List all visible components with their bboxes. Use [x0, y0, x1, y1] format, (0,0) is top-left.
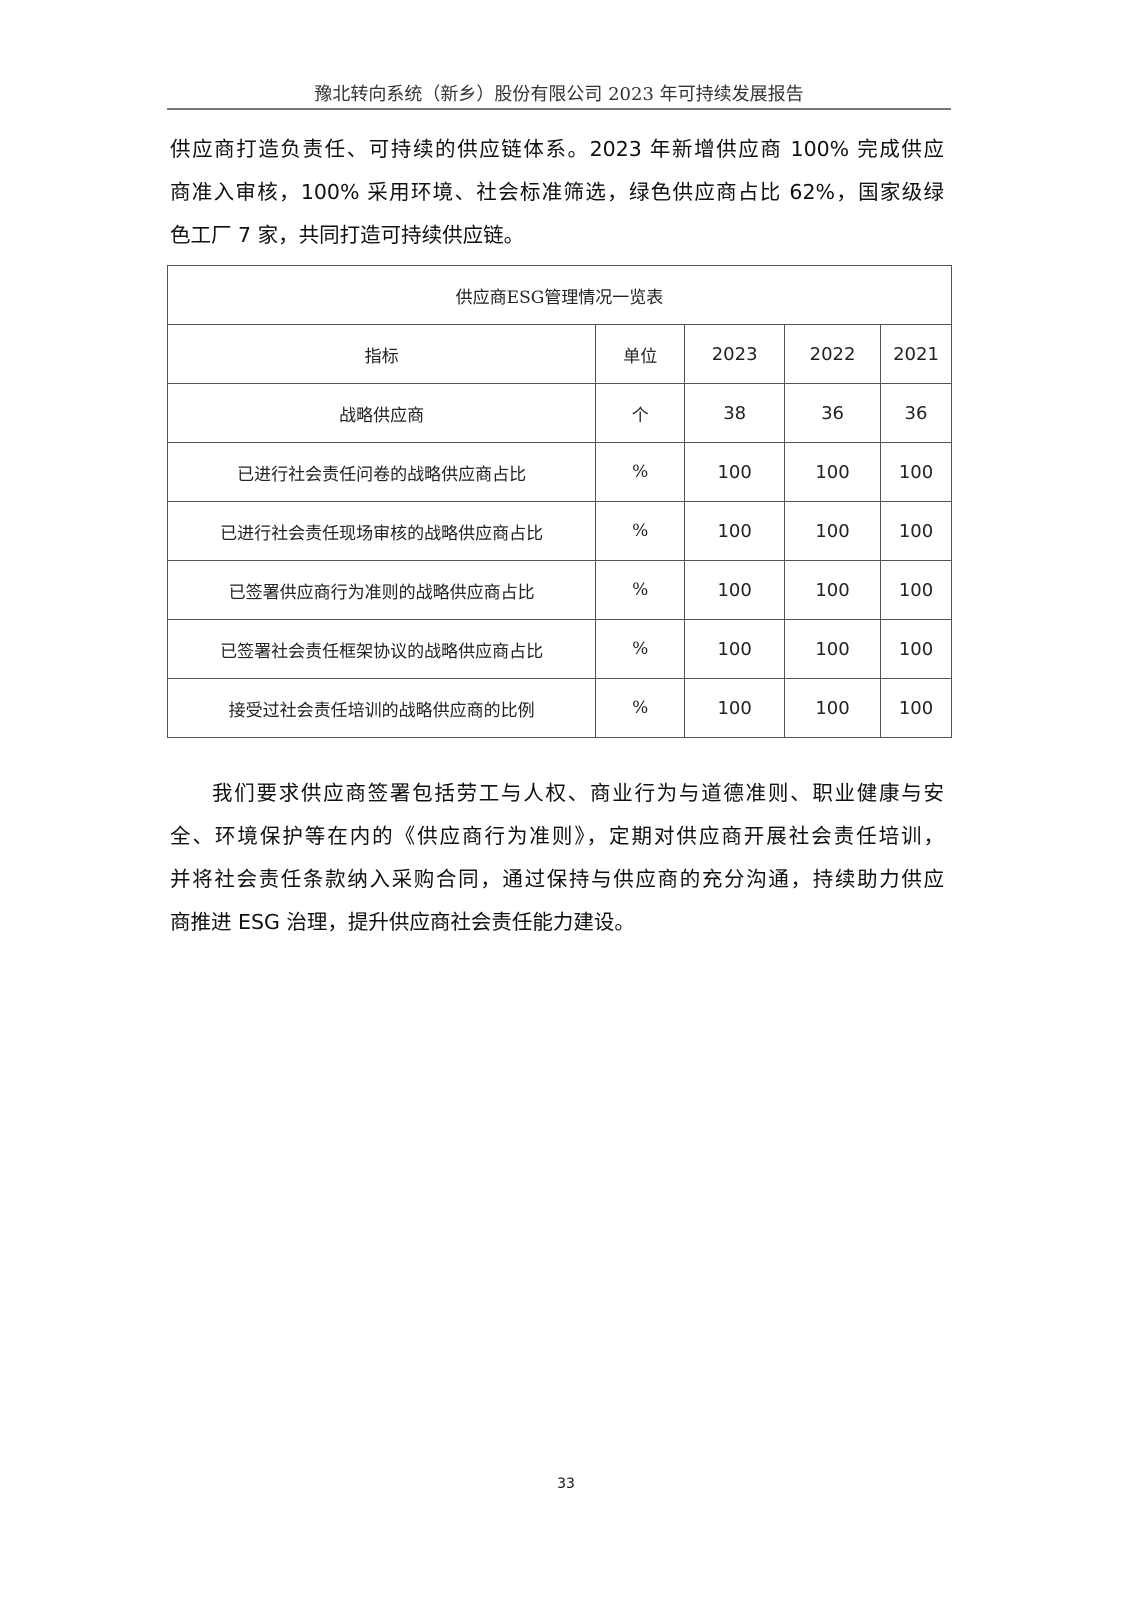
cell-indicator: 接受过社会责任培训的战略供应商的比例 [166, 678, 597, 738]
table-header-row: 指标 单位 2023 2022 2021 [166, 324, 952, 384]
cell-2022: 100 [784, 619, 881, 679]
cell-2022: 100 [784, 560, 881, 620]
page-header-title: 豫北转向系统（新乡）股份有限公司 2023 年可持续发展报告 [314, 84, 804, 105]
cell-2023: 100 [684, 560, 786, 620]
cell-indicator: 战略供应商 [166, 383, 597, 443]
cell-2023: 100 [684, 678, 786, 738]
supplier-esg-table: 供应商ESG管理情况一览表 指标 单位 2023 2022 2021 战略供应商… [166, 265, 952, 738]
paragraph-line: 我们要求供应商签署包括劳工与人权、商业行为与道德准则、职业健康与安 [212, 781, 944, 805]
cell-unit: % [595, 619, 686, 679]
header-divider [167, 108, 951, 110]
page-number: 33 [557, 1476, 575, 1492]
cell-indicator: 已进行社会责任现场审核的战略供应商占比 [166, 501, 597, 561]
cell-2023: 100 [684, 442, 786, 502]
table-row: 战略供应商个 38 36 36 [166, 383, 952, 443]
table-row: 已进行社会责任现场审核的战略供应商占比% 100 100 100 [166, 501, 952, 561]
table-row: 已签署社会责任框架协议的战略供应商占比% 100 100 100 [166, 619, 952, 679]
cell-2021: 36 [880, 383, 952, 443]
paragraph-supplier-code: 我们要求供应商签署包括劳工与人权、商业行为与道德准则、职业健康与安 全、环境保护… [170, 772, 944, 944]
table-title: 供应商ESG管理情况一览表 [167, 265, 952, 325]
cell-2021: 100 [880, 619, 952, 679]
header-2022: 2022 [784, 324, 881, 384]
cell-2022: 36 [784, 383, 881, 443]
cell-2021: 100 [880, 442, 952, 502]
cell-unit: % [595, 678, 686, 738]
header-unit: 单位 [595, 324, 686, 384]
paragraph-line: 商准入审核，100% 采用环境、社会标准筛选，绿色供应商占比 62%，国家级绿 [170, 180, 944, 204]
paragraph-line: 全、环境保护等在内的《供应商行为准则》，定期对供应商开展社会责任培训， [170, 824, 944, 848]
cell-2023: 100 [684, 501, 786, 561]
cell-2021: 100 [880, 501, 952, 561]
paragraph-line: 并将社会责任条款纳入采购合同，通过保持与供应商的充分沟通，持续助力供应 [170, 867, 944, 891]
table-row: 已进行社会责任问卷的战略供应商占比% 100 100 100 [166, 442, 952, 502]
header-2021: 2021 [880, 324, 952, 384]
cell-2023: 100 [684, 619, 786, 679]
cell-indicator: 已进行社会责任问卷的战略供应商占比 [166, 442, 597, 502]
cell-2021: 100 [880, 678, 952, 738]
cell-2022: 100 [784, 678, 881, 738]
table-row: 接受过社会责任培训的战略供应商的比例% 100 100 100 [166, 678, 952, 738]
header-indicator: 指标 [166, 324, 597, 384]
paragraph-line: 色工厂 7 家，共同打造可持续供应链。 [170, 223, 525, 247]
cell-2022: 100 [784, 501, 881, 561]
paragraph-line: 商推进 ESG 治理，提升供应商社会责任能力建设。 [170, 910, 635, 934]
cell-2021: 100 [880, 560, 952, 620]
cell-unit: 个 [595, 383, 686, 443]
table-row: 已签署供应商行为准则的战略供应商占比% 100 100 100 [166, 560, 952, 620]
cell-2022: 100 [784, 442, 881, 502]
cell-unit: % [595, 501, 686, 561]
paragraph-line: 供应商打造负责任、可持续的供应链体系。2023 年新增供应商 100% 完成供应 [170, 137, 944, 161]
header-2023: 2023 [684, 324, 786, 384]
cell-indicator: 已签署供应商行为准则的战略供应商占比 [166, 560, 597, 620]
cell-2023: 38 [684, 383, 786, 443]
cell-unit: % [595, 560, 686, 620]
paragraph-intro: 供应商打造负责任、可持续的供应链体系。2023 年新增供应商 100% 完成供应… [170, 128, 944, 257]
table-title-row: 供应商ESG管理情况一览表 [167, 265, 952, 325]
cell-unit: % [595, 442, 686, 502]
cell-indicator: 已签署社会责任框架协议的战略供应商占比 [166, 619, 597, 679]
